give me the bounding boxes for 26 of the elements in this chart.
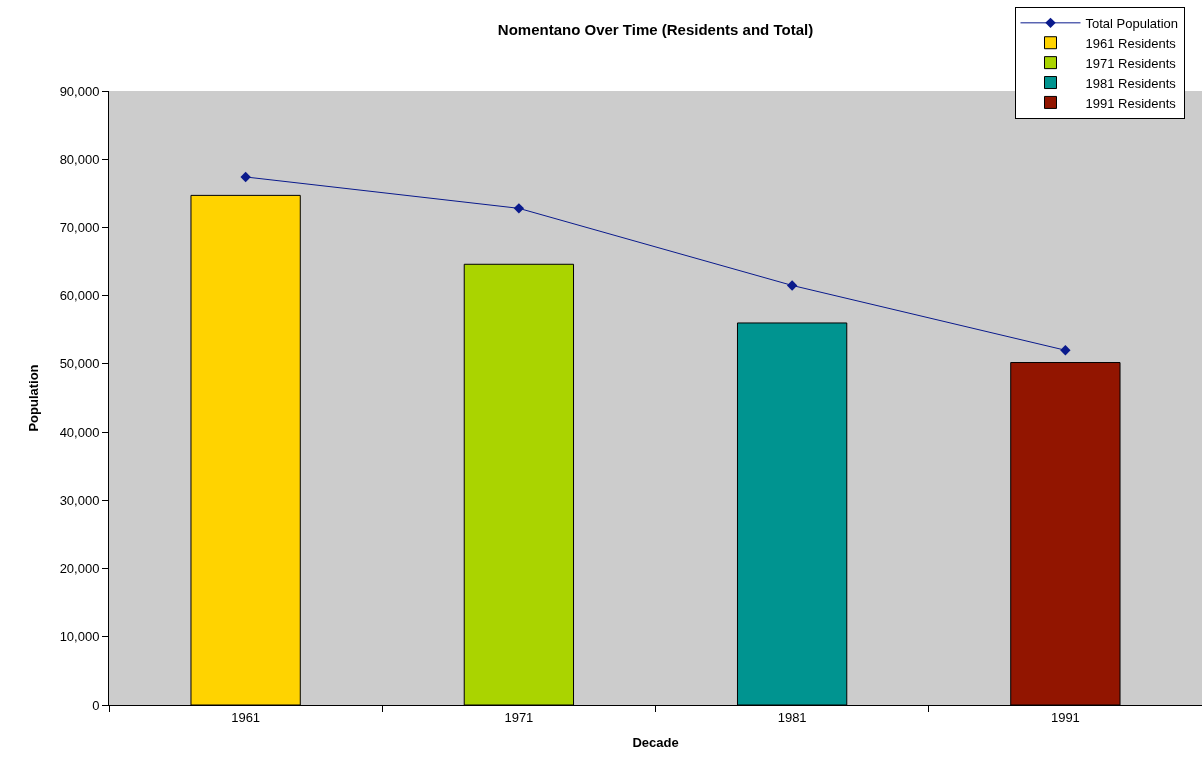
point <box>786 280 798 291</box>
y-tick-label: 10,000 <box>59 629 100 645</box>
legend-label: 1961 Residents <box>1085 35 1177 51</box>
y-tick-label: 20,000 <box>59 561 100 577</box>
x-tick-label: 1981 <box>777 709 807 725</box>
y-tick-label: 70,000 <box>59 219 100 235</box>
y-tick-label: 30,000 <box>59 492 100 508</box>
legend-label: Total Population <box>1085 15 1179 31</box>
y-tick-label: 90,000 <box>59 83 100 99</box>
legend-label: 1981 Residents <box>1085 75 1177 91</box>
y-tick-label: 40,000 <box>59 424 100 440</box>
point <box>1060 345 1071 356</box>
x-axis-title: Decade <box>632 735 679 751</box>
y-tick-label: 0 <box>92 697 100 713</box>
x-tick-label: 1991 <box>1050 709 1080 725</box>
y-axis-title: Population <box>25 364 41 432</box>
y-tick-label: 80,000 <box>59 151 100 167</box>
x-tick-label: 1961 <box>231 709 261 725</box>
legend-label: 1991 Residents <box>1085 95 1177 111</box>
point <box>240 171 251 183</box>
x-tick-label: 1971 <box>504 709 534 725</box>
y-tick-label: 60,000 <box>59 288 100 304</box>
chart-title: Nomentano Over Time (Residents and Total) <box>497 21 814 39</box>
point <box>513 203 525 214</box>
legend-label: 1971 Residents <box>1085 55 1177 71</box>
y-tick-label: 50,000 <box>59 356 100 372</box>
